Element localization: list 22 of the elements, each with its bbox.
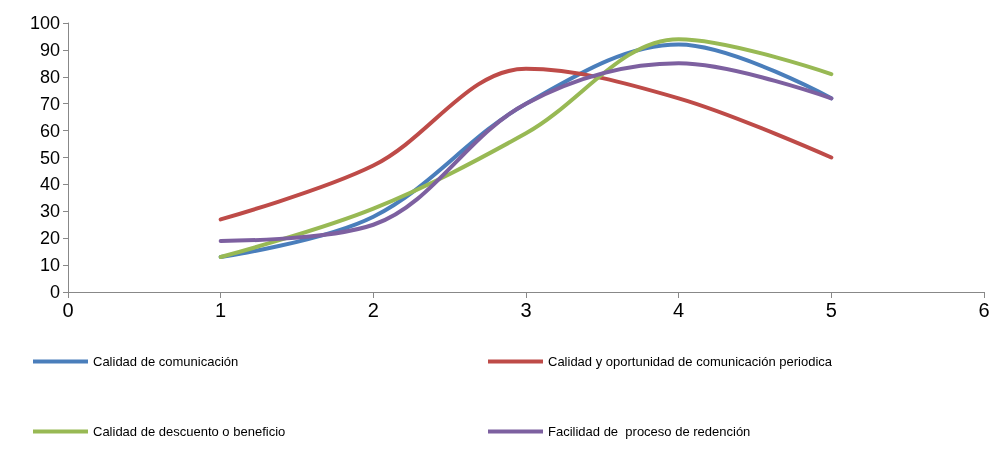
y-tick-label: 0 [49, 282, 60, 302]
y-tick-label: 50 [39, 147, 60, 168]
y-tick-label: 90 [39, 39, 60, 60]
legend-label: Calidad de descuento o beneficio [93, 424, 286, 439]
x-tick-label: 1 [215, 299, 227, 321]
y-tick-label: 70 [39, 93, 60, 114]
x-tick-label: 6 [978, 299, 990, 321]
y-tick-label: 80 [39, 66, 60, 87]
x-tick-label: 4 [673, 299, 685, 321]
y-tick-label: 100 [29, 13, 60, 33]
x-tick-label: 5 [825, 299, 837, 321]
y-tick-label: 30 [39, 201, 60, 222]
legend-label: Calidad y oportunidad de comunicación periodica [548, 354, 833, 369]
legend-label: Calidad de comunicación [93, 354, 239, 369]
y-tick-label: 40 [39, 174, 60, 195]
y-tick-label: 10 [39, 255, 60, 276]
x-tick-label: 2 [367, 299, 379, 321]
legend-label: Facilidad de proceso de redención [548, 424, 751, 439]
x-tick-label: 0 [62, 299, 74, 321]
x-tick-label: 3 [520, 299, 532, 321]
y-tick-label: 20 [39, 228, 60, 249]
y-tick-label: 60 [39, 120, 60, 141]
